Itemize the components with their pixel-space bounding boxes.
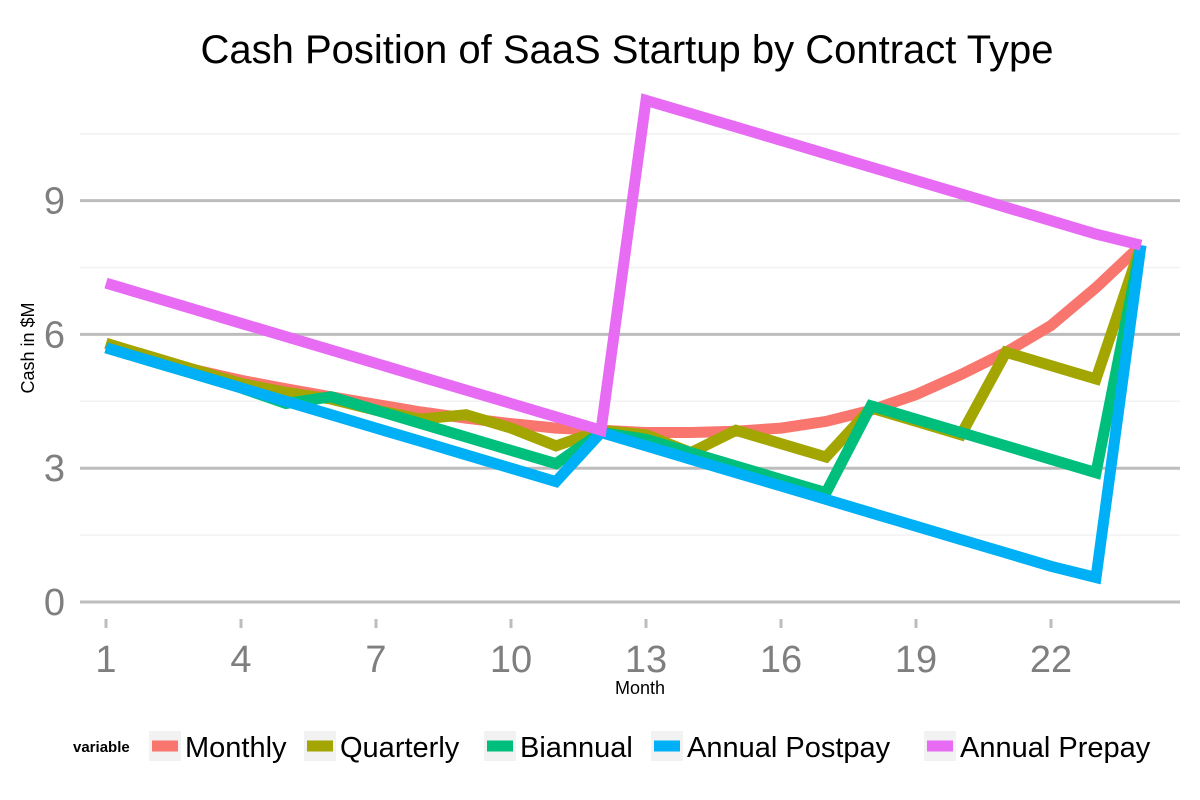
legend-label: Quarterly: [340, 732, 460, 764]
x-tick-label: 22: [1030, 639, 1072, 681]
series-line-annual-prepay: [104, 93, 1143, 438]
series-lines: [104, 93, 1147, 585]
y-axis-ticks: 0 3 6 9: [44, 181, 65, 624]
y-tick-label: 0: [44, 582, 65, 624]
x-tick-label: 13: [625, 639, 667, 681]
y-tick-label: 6: [44, 314, 65, 356]
chart-title: Cash Position of SaaS Startup by Contrac…: [200, 28, 1053, 72]
y-tick-label: 3: [44, 448, 65, 490]
x-tick-label: 1: [95, 639, 116, 681]
legend-label: Biannual: [520, 732, 633, 764]
x-tick-label: 7: [365, 639, 386, 681]
legend-title: variable: [73, 739, 130, 756]
legend-label: Monthly: [185, 732, 287, 764]
legend: variable Monthly Quarterly Biannual Annual …: [73, 731, 1151, 764]
x-tick-label: 4: [230, 639, 251, 681]
x-axis-title: Month: [615, 678, 665, 698]
y-tick-label: 9: [44, 181, 65, 223]
series-line-annual-postpay: [104, 244, 1147, 585]
y-axis-title: Cash in $M: [18, 302, 38, 393]
legend-label: Annual Prepay: [960, 732, 1151, 764]
x-tick-label: 16: [760, 639, 802, 681]
x-tick-label: 10: [490, 639, 532, 681]
x-tick-label: 19: [895, 639, 937, 681]
x-axis-ticks: 1 4 7 10 13 16 19 22: [95, 619, 1072, 681]
legend-label: Annual Postpay: [687, 732, 891, 764]
